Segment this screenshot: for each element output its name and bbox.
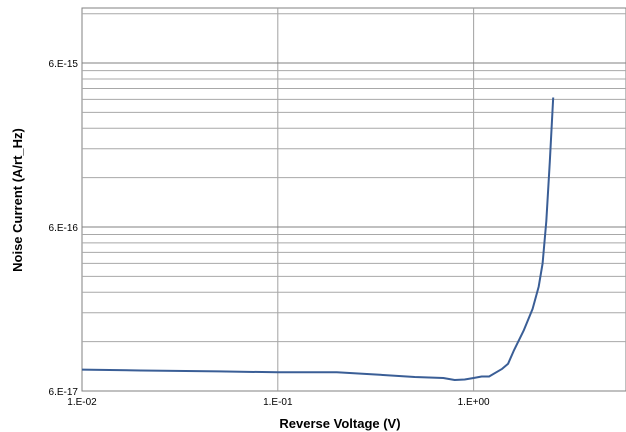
y-tick-label: 6.E-16: [49, 223, 79, 234]
x-tick-label: 1.E-02: [67, 397, 97, 408]
x-axis-title: Reverse Voltage (V): [279, 416, 400, 431]
noise-current-series-line: [81, 97, 555, 381]
y-gridlines: [82, 13, 626, 343]
plot-area: [81, 7, 626, 392]
series-layer: [81, 97, 555, 381]
x-tick-label: 1.E-01: [263, 397, 293, 408]
y-tick-label: 6.E-15: [49, 59, 79, 70]
y-tick-labels: 6.E-176.E-166.E-156.E-14: [49, 59, 79, 398]
y-axis-title: Noise Current (A/rt_Hz): [10, 128, 25, 272]
y-tick-label: 6.E-17: [49, 387, 79, 398]
x-tick-label: 1.E+00: [458, 397, 490, 408]
x-tick-labels: 1.E-02 1.E-01 1.E+00: [67, 397, 490, 408]
x-gridlines: [277, 8, 475, 391]
